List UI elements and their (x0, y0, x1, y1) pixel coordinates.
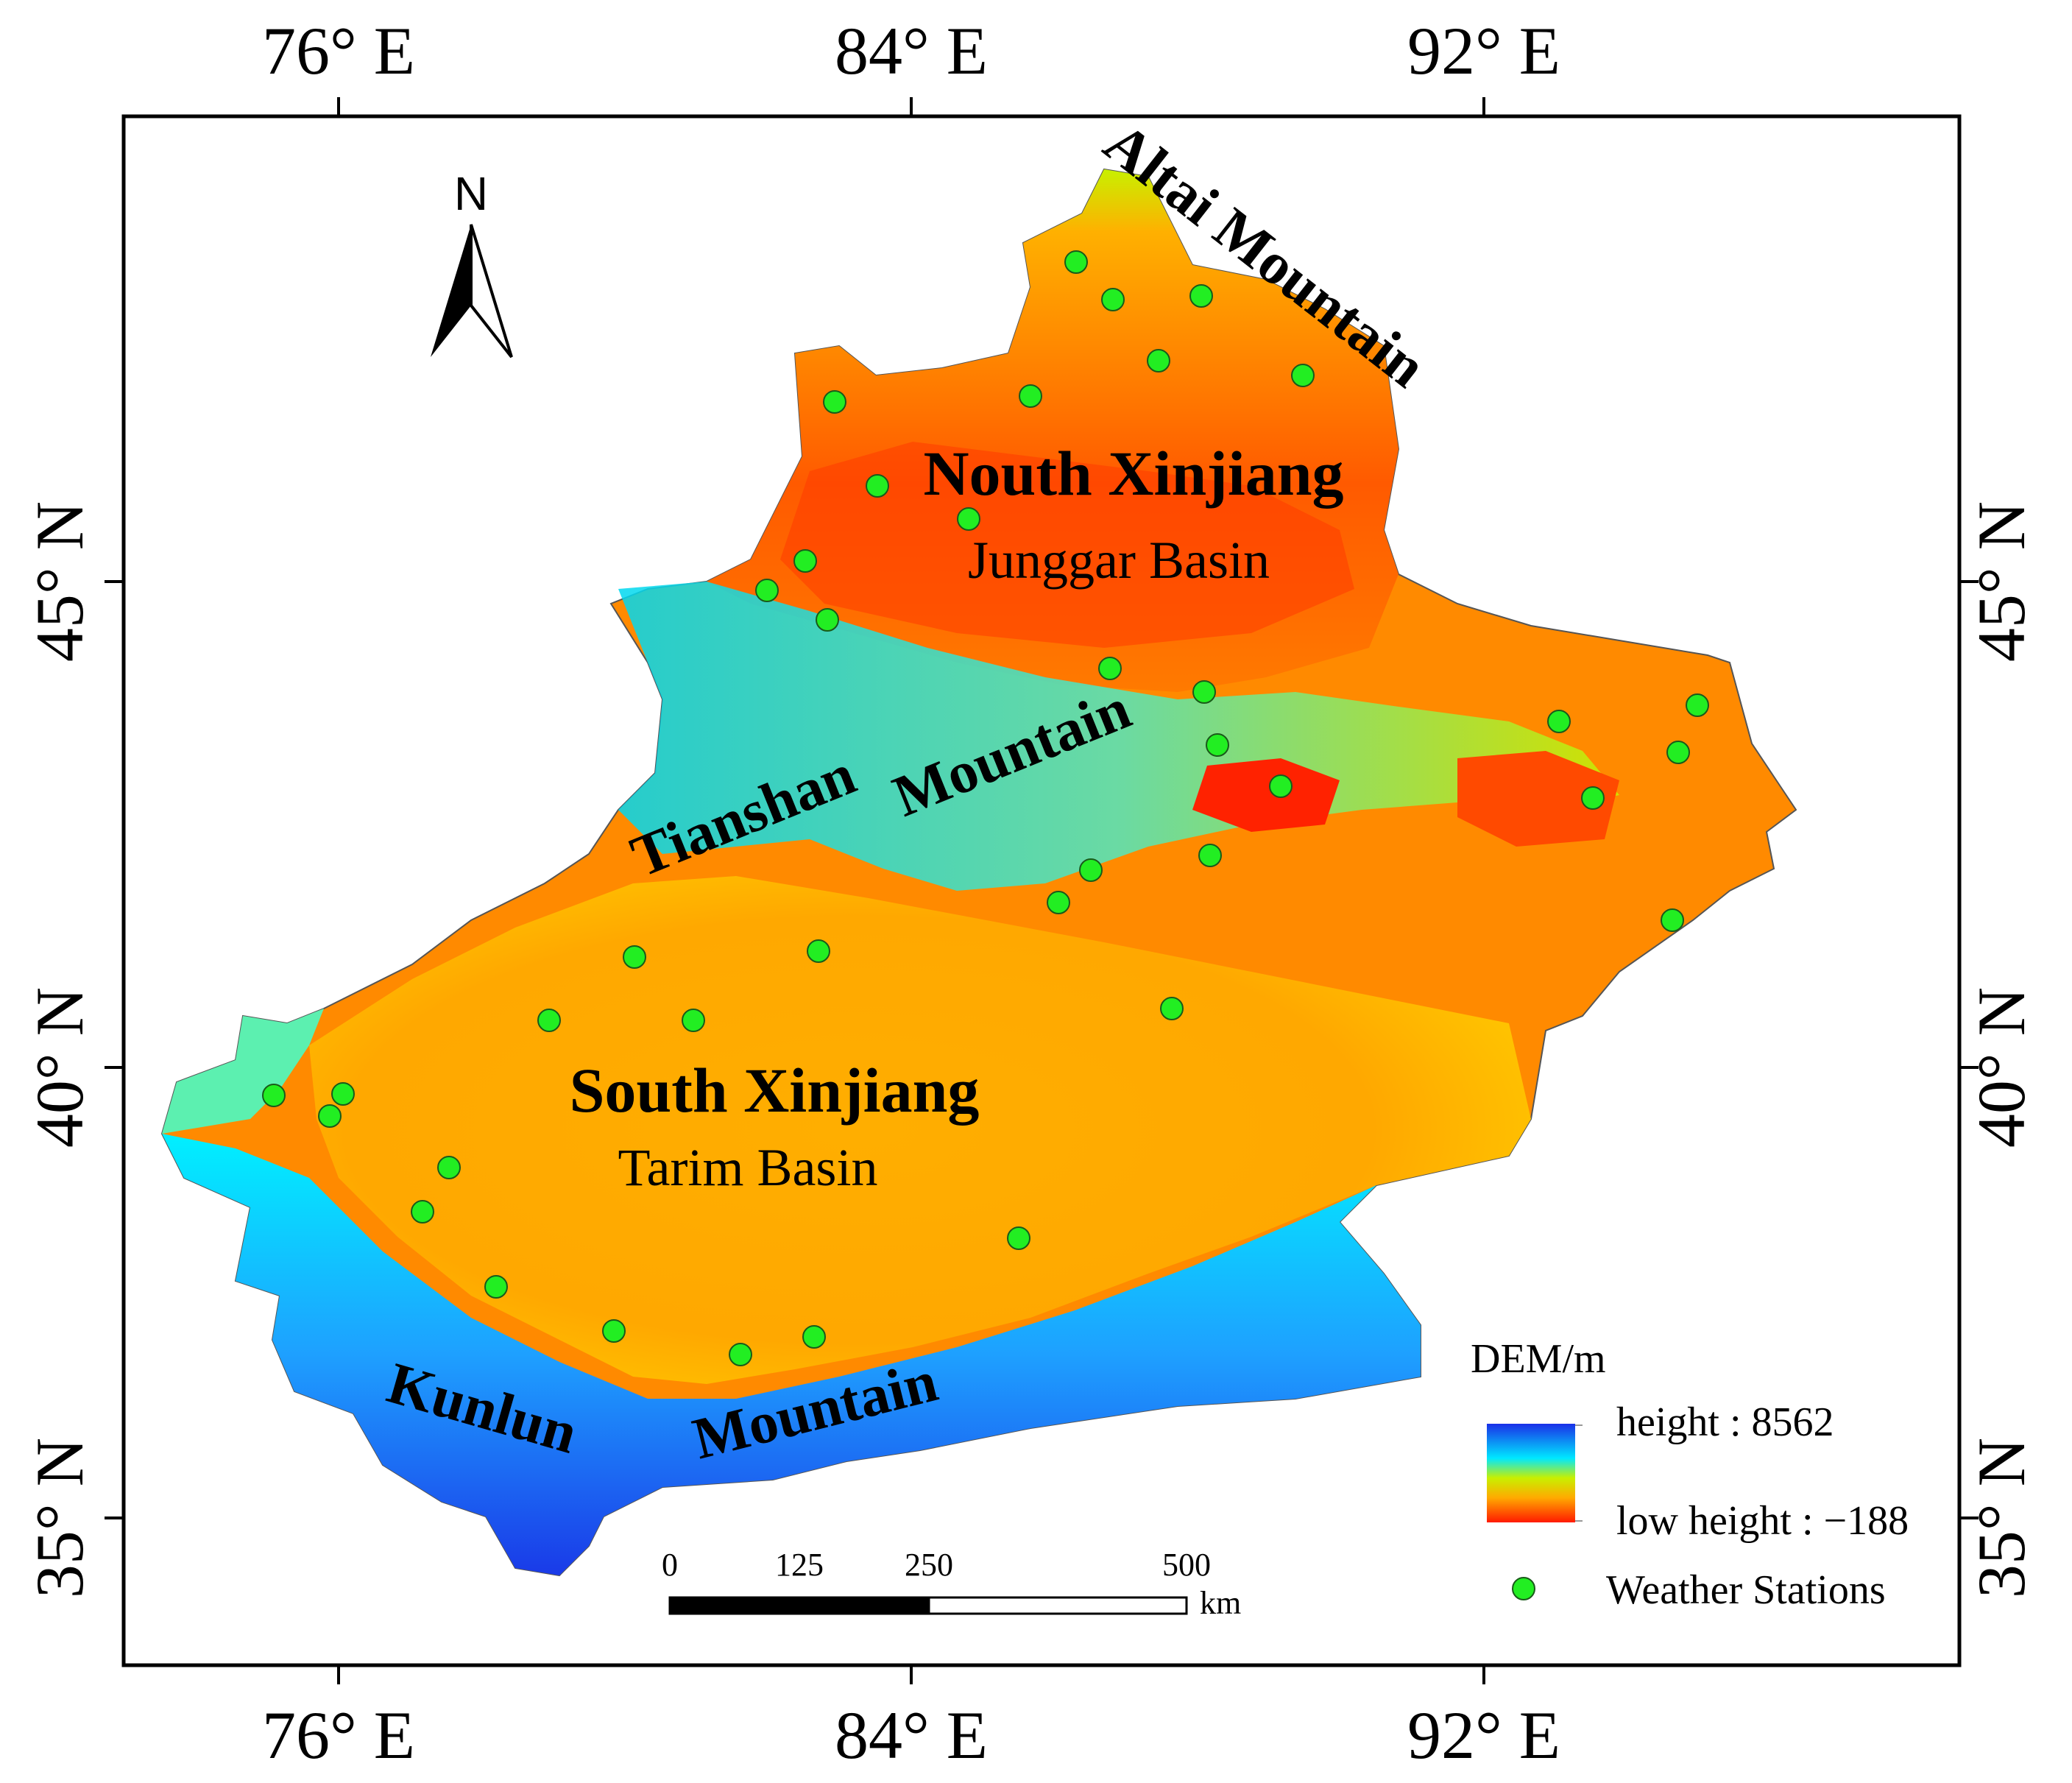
legend-stations-label: Weather Stations (1606, 1567, 1886, 1613)
lat-label-right-35: 35° N (1964, 1438, 2039, 1598)
tianshan-mountain-belt (618, 582, 1619, 891)
scale-segment-black (668, 1596, 930, 1615)
weather-station (1686, 693, 1709, 717)
weather-station (793, 549, 817, 573)
scale-label-125: 125 (775, 1547, 824, 1583)
weather-station (318, 1104, 342, 1128)
map-frame (121, 114, 1962, 1667)
legend-high-label: height : 8562 (1616, 1399, 1834, 1445)
weather-station (537, 1009, 561, 1032)
weather-station (331, 1082, 355, 1106)
scale-label-0: 0 (662, 1547, 678, 1583)
scale-label-500: 500 (1162, 1547, 1211, 1583)
north-arrow: N (431, 167, 513, 359)
weather-station (1147, 349, 1170, 373)
weather-station (1206, 733, 1229, 757)
weather-station (729, 1343, 752, 1366)
weather-station (1064, 250, 1088, 274)
lat-label-right-45: 45° N (1964, 501, 2039, 662)
weather-station (682, 1009, 705, 1032)
weather-station (1198, 844, 1222, 867)
weather-station (484, 1275, 508, 1299)
lon-label-bottom-84: 84° E (835, 1698, 988, 1773)
legend-title: DEM/m (1471, 1336, 1606, 1382)
tarim-basin-area (309, 876, 1531, 1384)
lat-label-right-40: 40° N (1964, 987, 2039, 1148)
junggar-basin-core (780, 442, 1354, 648)
weather-station (1079, 858, 1103, 882)
weather-station (602, 1319, 626, 1343)
pamir-edge (162, 1009, 324, 1134)
weather-station (1291, 364, 1315, 387)
legend-low-label: low height : −188 (1616, 1498, 1909, 1544)
scale-label-250: 250 (905, 1547, 953, 1583)
lon-label-top-92: 92° E (1407, 13, 1560, 88)
legend-color-ramp (1487, 1424, 1575, 1522)
weather-stations (262, 250, 1709, 1366)
tarim-basin-label: Tarim Basin (618, 1138, 878, 1197)
weather-station (1547, 710, 1571, 733)
lat-label-left-40: 40° N (22, 987, 97, 1148)
lon-label-bottom-76: 76° E (262, 1698, 415, 1773)
scale-segment-white (927, 1596, 1188, 1615)
lon-label-bottom-92: 92° E (1407, 1698, 1560, 1773)
weather-station (623, 945, 646, 969)
weather-station (1101, 288, 1125, 311)
weather-station (1019, 384, 1042, 408)
legend-station-symbol (1512, 1577, 1535, 1600)
weather-station (802, 1325, 826, 1349)
weather-station (262, 1084, 286, 1107)
north-xinjiang-title: Nouth Xinjiang (923, 438, 1343, 509)
hami-basin (1457, 751, 1619, 847)
north-arrow-letter: N (454, 167, 488, 220)
weather-station (1269, 774, 1293, 798)
longitude-ticks (337, 97, 1485, 1684)
lat-label-left-45: 45° N (22, 501, 97, 662)
turpan-depression (1192, 758, 1340, 832)
weather-station (411, 1200, 434, 1224)
weather-station (816, 608, 839, 632)
south-xinjiang-title: South Xinjiang (570, 1055, 980, 1126)
lon-label-top-76: 76° E (262, 13, 415, 88)
weather-station (866, 474, 889, 498)
lat-label-left-35: 35° N (22, 1438, 97, 1598)
weather-station (1666, 741, 1690, 764)
weather-station (823, 390, 846, 414)
latitude-ticks (105, 580, 1979, 1519)
scale-bar: 0 125 250 500 km (662, 1547, 1241, 1621)
weather-station (1661, 908, 1684, 932)
weather-station (1581, 786, 1605, 810)
lon-label-top-84: 84° E (835, 13, 988, 88)
weather-station (437, 1156, 461, 1179)
weather-station (1047, 891, 1070, 914)
junggar-basin-label: Junggar Basin (968, 531, 1270, 590)
weather-station (957, 507, 980, 531)
weather-station (755, 579, 779, 602)
scale-unit: km (1200, 1585, 1241, 1621)
kunlun-mountain-belt (162, 1134, 1421, 1575)
weather-station (1160, 997, 1184, 1020)
weather-station (807, 939, 830, 963)
north-arrow-left-half (431, 225, 471, 357)
weather-station (1098, 657, 1122, 680)
legend: DEM/m height : 8562 low height : −188 We… (1471, 1336, 1909, 1613)
north-arrow-right-half (470, 224, 513, 359)
weather-station (1192, 680, 1216, 704)
weather-station (1189, 284, 1213, 308)
weather-station (1007, 1226, 1030, 1250)
